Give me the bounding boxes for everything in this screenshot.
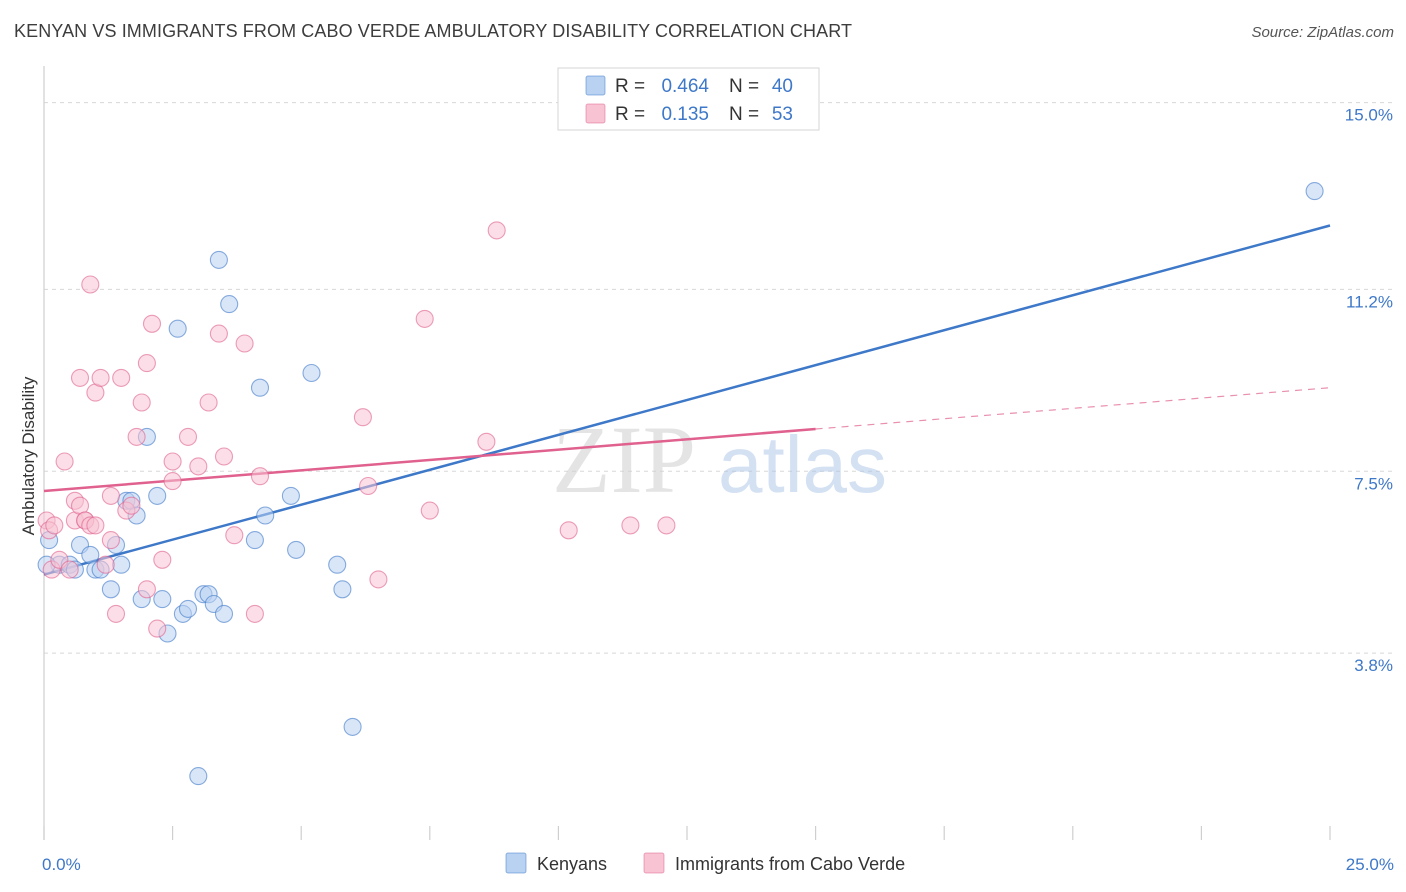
chart-title: KENYAN VS IMMIGRANTS FROM CABO VERDE AMB…: [14, 21, 853, 41]
trend-layer: [43, 224, 1331, 576]
kenyans-point: [287, 540, 306, 559]
legend-r-value: 0.464: [661, 76, 709, 97]
legend-r-label: R =: [615, 104, 645, 125]
watermark: ZIP atlas: [552, 406, 887, 513]
cabo-verde-trend-line: [43, 427, 816, 493]
legend-n-label: N =: [729, 104, 759, 125]
cabo-verde-point: [199, 393, 218, 412]
kenyans-point: [209, 250, 228, 269]
cabo-verde-point: [353, 408, 372, 427]
cabo-verde-point: [106, 604, 126, 623]
cabo-verde-point: [209, 324, 228, 343]
kenyans-point: [220, 295, 239, 314]
bottom-legend-swatch: [643, 852, 665, 874]
kenyans-point: [245, 531, 264, 550]
cabo-verde-point: [127, 427, 146, 446]
legend-n-label: N =: [729, 76, 759, 97]
source-label: Source: ZipAtlas.com: [1251, 24, 1394, 41]
kenyans-point: [189, 767, 208, 786]
kenyans-point: [178, 599, 198, 618]
cabo-verde-point: [163, 452, 182, 471]
cabo-verde-point: [122, 496, 141, 515]
cabo-verde-point: [91, 368, 110, 387]
bottom-legend-label: Kenyans: [537, 854, 607, 874]
cabo-verde-point: [132, 393, 151, 412]
cabo-verde-point: [163, 472, 182, 491]
y-axis-title: Ambulatory Disability: [19, 376, 38, 535]
y-tick-label: 15.0%: [1345, 106, 1393, 125]
cabo-verde-point: [250, 467, 270, 486]
legend-swatch: [585, 75, 606, 96]
kenyans-point: [343, 717, 362, 736]
kenyans-point: [1305, 182, 1324, 201]
watermark-atlas: atlas: [718, 420, 887, 509]
kenyans-point: [333, 580, 352, 599]
cabo-verde-point: [96, 555, 115, 574]
points-layer: [37, 182, 1324, 786]
kenyans-point: [153, 590, 172, 609]
kenyans-point: [302, 363, 321, 383]
legend-n-value: 40: [772, 76, 793, 97]
cabo-verde-point: [559, 521, 578, 540]
x-tick-label: 25.0%: [1346, 855, 1394, 874]
cabo-verde-point: [142, 314, 162, 333]
cabo-verde-point: [225, 526, 244, 545]
cabo-verde-point: [101, 531, 120, 550]
kenyans-point: [168, 319, 187, 338]
y-tick-label: 7.5%: [1354, 474, 1393, 493]
y-tick-label: 11.2%: [1346, 292, 1393, 311]
cabo-verde-point: [148, 619, 167, 638]
cabo-verde-point: [369, 570, 388, 589]
cabo-verde-point: [70, 368, 90, 387]
cabo-verde-point: [178, 427, 198, 446]
cabo-verde-trend-line-extension: [815, 387, 1331, 430]
cabo-verde-point: [235, 334, 254, 353]
cabo-verde-point: [60, 560, 79, 579]
bottom-legend-swatch: [505, 852, 527, 874]
cabo-verde-point: [81, 275, 100, 294]
cabo-verde-point: [112, 368, 131, 387]
legend-swatch: [585, 103, 606, 124]
cabo-verde-point: [137, 580, 156, 599]
kenyans-point: [112, 555, 131, 574]
axis-layer: 3.8% 7.5% 11.2% 15.0% 0.0% 25.0% Ambulatory Di…: [19, 66, 1394, 874]
legend-r-value: 0.135: [661, 104, 709, 125]
cabo-verde-point: [245, 604, 264, 623]
cabo-verde-point: [153, 550, 172, 569]
cabo-verde-point: [137, 354, 156, 373]
cabo-verde-point: [657, 516, 676, 535]
kenyans-point: [256, 506, 275, 525]
cabo-verde-point: [359, 476, 378, 496]
legend-n-value: 53: [772, 104, 793, 125]
cabo-verde-point: [487, 221, 506, 240]
y-tick-label: 3.8%: [1354, 656, 1393, 675]
bottom-legend-label: Immigrants from Cabo Verde: [675, 854, 905, 874]
kenyans-point: [101, 580, 120, 599]
cabo-verde-point: [415, 309, 434, 328]
cabo-verde-point: [55, 452, 74, 471]
cabo-verde-point: [477, 432, 496, 451]
x-tick-label: 0.0%: [42, 855, 81, 874]
kenyans-point: [148, 486, 167, 505]
grid-layer: [44, 102, 1392, 654]
legend-r-label: R =: [615, 76, 645, 97]
cabo-verde-point: [621, 516, 640, 535]
kenyans-point: [281, 486, 300, 505]
cabo-verde-point: [189, 457, 208, 476]
cabo-verde-point: [45, 516, 64, 535]
cabo-verde-point: [86, 516, 105, 535]
kenyans-point: [328, 555, 347, 574]
kenyans-trend-line: [43, 224, 1331, 576]
kenyans-point: [250, 378, 270, 397]
legend-box: R = 0.464 N = 40 R = 0.135 N = 53: [557, 67, 820, 131]
cabo-verde-point: [420, 501, 439, 520]
watermark-zip: ZIP: [552, 406, 696, 513]
cabo-verde-point: [214, 447, 234, 466]
bottom-legend: Kenyans Immigrants from Cabo Verde: [505, 852, 905, 874]
kenyans-point: [214, 604, 234, 623]
cabo-verde-point: [101, 486, 120, 505]
